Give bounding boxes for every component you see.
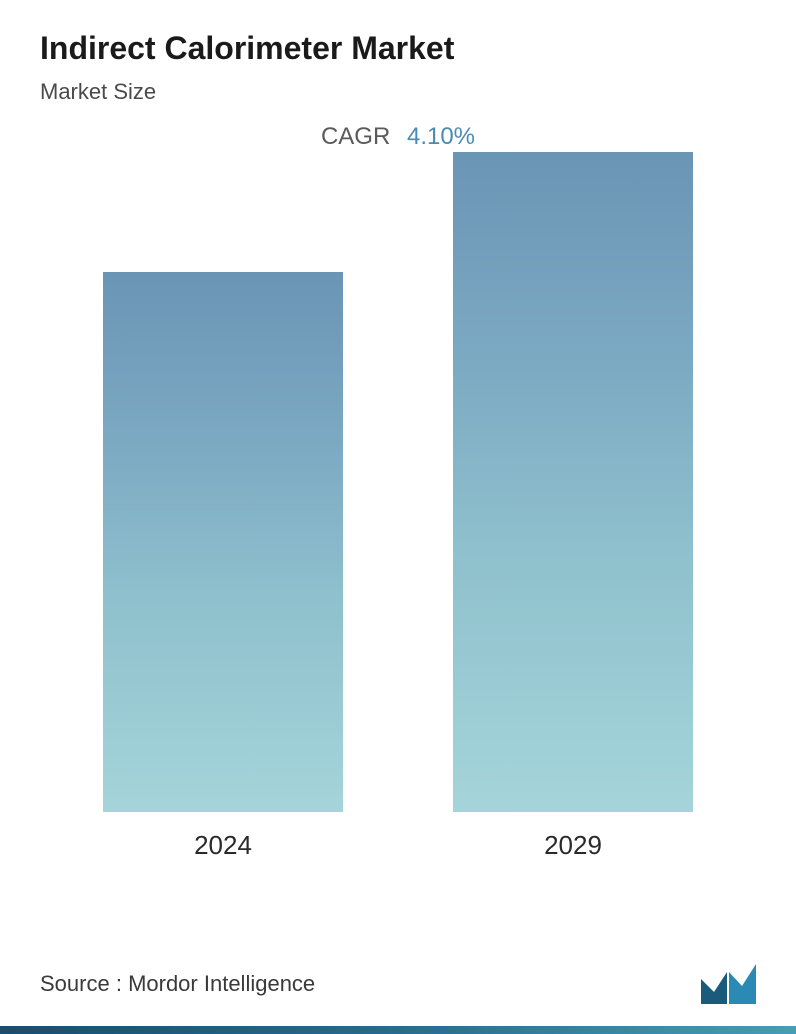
bar-label-0: 2024 [194,830,252,861]
bar-label-1: 2029 [544,830,602,861]
bar-chart: 2024 2029 [40,181,756,861]
bar-group-0: 2024 [103,272,343,861]
footer: Source : Mordor Intelligence [40,964,756,1004]
bar-0 [103,272,343,812]
source-text: Source : Mordor Intelligence [40,971,315,997]
cagr-value: 4.10% [407,123,475,150]
cagr-display: CAGR 4.10% [40,123,756,151]
mordor-logo-icon [701,964,756,1004]
source-value: Mordor Intelligence [128,971,315,996]
page-title: Indirect Calorimeter Market [40,30,756,67]
chart-container: Indirect Calorimeter Market Market Size … [0,0,796,1034]
bar-group-1: 2029 [453,152,693,861]
page-subtitle: Market Size [40,79,756,105]
source-label: Source : [40,971,122,996]
bar-1 [453,152,693,812]
cagr-label: CAGR [321,123,390,150]
bottom-border [0,1026,796,1034]
